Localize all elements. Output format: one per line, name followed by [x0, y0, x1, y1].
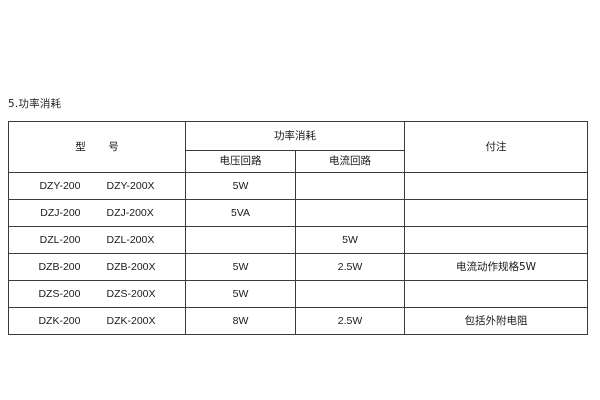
cell-remark: 包括外附电阻: [404, 307, 588, 335]
cell-model: DZK-200 DZK-200X: [8, 307, 186, 335]
cell-model: DZJ-200 DZJ-200X: [8, 199, 186, 227]
cell-current-circuit: [295, 172, 405, 200]
model-name-primary: DZY-200: [39, 179, 81, 192]
table-row: DZJ-200 DZJ-200X 5VA: [8, 199, 588, 227]
model-name-secondary: DZJ-200X: [106, 206, 154, 219]
model-name-primary: DZL-200: [39, 233, 81, 246]
column-header-model-label: 型 号: [75, 140, 125, 153]
cell-voltage-circuit: 5W: [185, 253, 296, 281]
cell-voltage-circuit: 5VA: [185, 199, 296, 227]
model-name-primary: DZK-200: [38, 314, 81, 327]
cell-voltage-circuit: 5W: [185, 280, 296, 308]
power-consumption-table: 型 号 功率消耗 付注 电压回路 电流回路 DZY-200 DZY-200X: [8, 121, 588, 335]
page-title: 5.功率消耗: [8, 98, 62, 110]
model-name-secondary: DZY-200X: [106, 179, 155, 192]
power-consumption-table-container: 型 号 功率消耗 付注 电压回路 电流回路 DZY-200 DZY-200X: [8, 121, 588, 335]
cell-remark: 电流动作规格5W: [404, 253, 588, 281]
model-name-primary: DZJ-200: [40, 206, 81, 219]
table-header-row-top: 型 号 功率消耗 付注: [8, 121, 588, 173]
table-row: DZL-200 DZL-200X 5W: [8, 226, 588, 254]
model-name-secondary: DZL-200X: [106, 233, 155, 246]
cell-model: DZS-200 DZS-200X: [8, 280, 186, 308]
cell-model: DZB-200 DZB-200X: [8, 253, 186, 281]
cell-current-circuit: [295, 280, 405, 308]
model-name-primary: DZS-200: [38, 287, 81, 300]
cell-model: DZY-200 DZY-200X: [8, 172, 186, 200]
cell-remark: [404, 226, 588, 254]
cell-model: DZL-200 DZL-200X: [8, 226, 186, 254]
cell-current-circuit: 2.5W: [295, 253, 405, 281]
cell-current-circuit: 2.5W: [295, 307, 405, 335]
table-row: DZB-200 DZB-200X 5W 2.5W 电流动作规格5W: [8, 253, 588, 281]
column-header-model: 型 号: [8, 121, 186, 173]
column-header-voltage-circuit: 电压回路: [185, 150, 296, 173]
cell-current-circuit: 5W: [295, 226, 405, 254]
table-body: DZY-200 DZY-200X 5W DZJ-200 DZJ-200X: [8, 172, 588, 335]
cell-current-circuit: [295, 199, 405, 227]
column-header-power-consumption: 功率消耗: [185, 121, 405, 151]
table-row: DZY-200 DZY-200X 5W: [8, 172, 588, 200]
cell-remark: [404, 280, 588, 308]
table-row: DZK-200 DZK-200X 8W 2.5W 包括外附电阻: [8, 307, 588, 335]
model-name-secondary: DZB-200X: [106, 260, 156, 273]
table-header: 型 号 功率消耗 付注 电压回路 电流回路: [8, 121, 588, 173]
table-row: DZS-200 DZS-200X 5W: [8, 280, 588, 308]
column-header-remark: 付注: [404, 121, 588, 173]
cell-voltage-circuit: [185, 226, 296, 254]
model-name-secondary: DZS-200X: [106, 287, 156, 300]
cell-voltage-circuit: 8W: [185, 307, 296, 335]
model-name-primary: DZB-200: [38, 260, 81, 273]
cell-remark: [404, 199, 588, 227]
column-header-current-circuit: 电流回路: [295, 150, 405, 173]
cell-remark: [404, 172, 588, 200]
model-name-secondary: DZK-200X: [106, 314, 156, 327]
cell-voltage-circuit: 5W: [185, 172, 296, 200]
